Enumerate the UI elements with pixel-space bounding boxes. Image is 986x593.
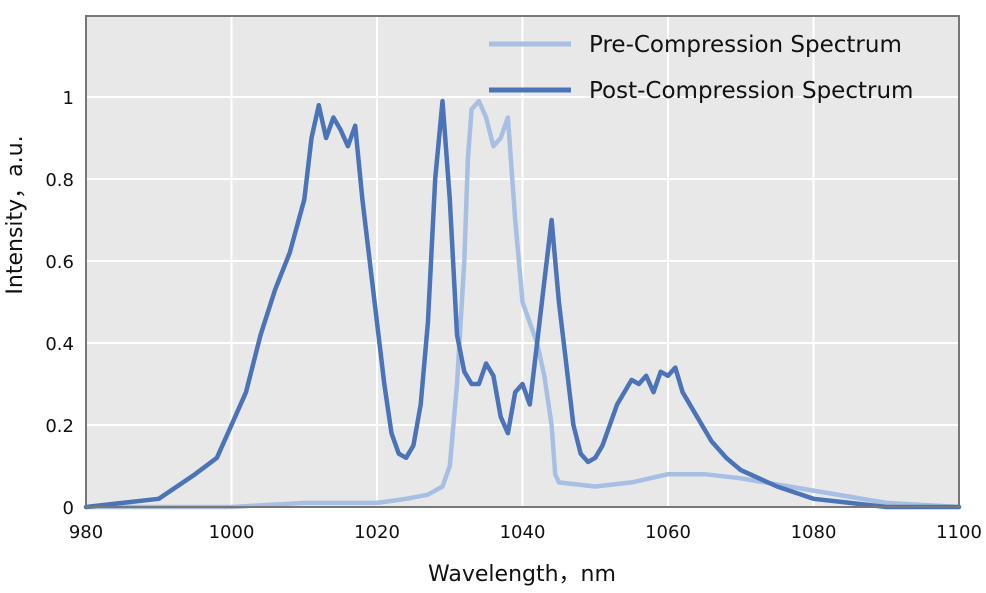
y-tick-label: 0.4 bbox=[45, 334, 74, 355]
y-tick-label: 0 bbox=[63, 498, 74, 519]
y-tick-label: 0.8 bbox=[45, 170, 74, 191]
legend: Pre-Compression Spectrum Post-Compression… bbox=[489, 32, 913, 104]
x-tick-label: 1100 bbox=[936, 522, 982, 543]
x-tick-label: 1020 bbox=[354, 522, 400, 543]
x-tick-label: 980 bbox=[69, 522, 103, 543]
y-tick-label: 0.2 bbox=[45, 416, 74, 437]
pre-compression-line bbox=[83, 98, 962, 510]
x-ticks: 980 1000 1020 1040 1060 1080 1100 bbox=[69, 522, 982, 543]
x-axis-title: Wavelength，nm bbox=[428, 562, 616, 587]
y-tick-label: 0.6 bbox=[45, 252, 74, 273]
x-tick-label: 1040 bbox=[500, 522, 546, 543]
x-tick-label: 1060 bbox=[645, 522, 691, 543]
legend-label: Pre-Compression Spectrum bbox=[589, 32, 902, 58]
y-ticks: 0 0.2 0.4 0.6 0.8 1 bbox=[45, 88, 74, 519]
x-tick-label: 1000 bbox=[209, 522, 255, 543]
legend-label: Post-Compression Spectrum bbox=[589, 78, 913, 104]
plot-frame bbox=[85, 15, 960, 508]
y-axis-title: Intensity，a.u. bbox=[3, 135, 28, 294]
post-compression-line bbox=[83, 98, 962, 510]
x-tick-label: 1080 bbox=[791, 522, 837, 543]
y-tick-label: 1 bbox=[63, 88, 74, 109]
series-lines bbox=[83, 98, 962, 510]
